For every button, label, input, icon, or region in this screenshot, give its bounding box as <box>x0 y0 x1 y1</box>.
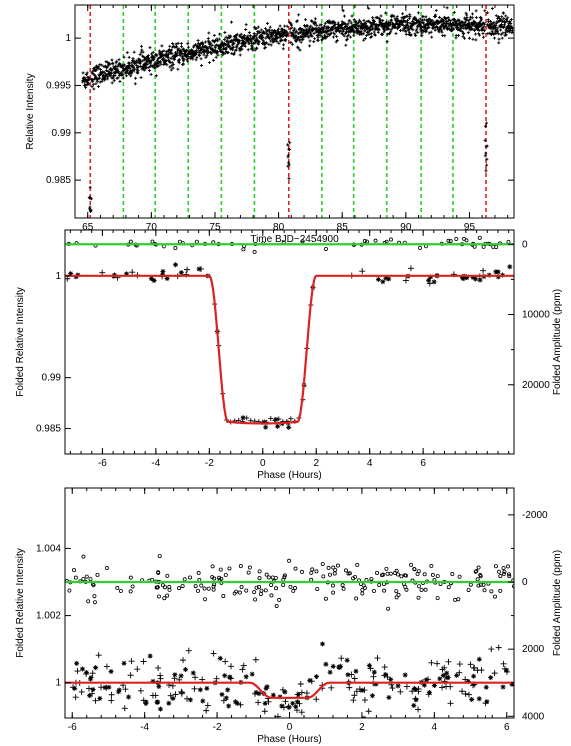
x-tick-label: 0 <box>260 458 266 469</box>
x-tick-label: 90 <box>400 222 412 233</box>
y2-axis-label: Folded Amplitude (ppm) <box>552 289 563 395</box>
y2-tick-label: 2000 <box>522 644 545 655</box>
plot-frame <box>64 229 515 455</box>
y-tick-label: 0.99 <box>42 373 62 384</box>
y2-tick-label: 0 <box>522 239 528 250</box>
x-tick-label: 85 <box>337 222 349 233</box>
x-tick-label: 6 <box>504 722 510 733</box>
x-axis-label: Time BJD−2454900 <box>250 234 339 245</box>
x-tick-label: 0 <box>287 722 293 733</box>
y2-tick-label: -2000 <box>522 510 548 521</box>
plot-area <box>65 554 514 718</box>
x-tick-label: 65 <box>82 222 94 233</box>
x-tick-label: -2 <box>213 722 222 733</box>
x-tick-label: -6 <box>98 458 107 469</box>
x-axis-label: Phase (Hours) <box>257 734 321 745</box>
y-tick-label: 1 <box>65 33 71 44</box>
y-tick-label: 1.004 <box>36 543 61 554</box>
x-tick-label: 4 <box>367 458 373 469</box>
y2-tick-label: 4000 <box>522 711 545 722</box>
x-tick-label: 80 <box>273 222 285 233</box>
panel-3: -6 -4 -2 0 2 4 6 1 1.002 1.004 Phase (Hours) Folded… <box>15 487 563 745</box>
plot-area <box>81 5 514 218</box>
x-tick-label: -4 <box>140 722 149 733</box>
x-tick-label: 70 <box>146 222 158 233</box>
y2-axis-label: Folded Amplitude (ppm) <box>552 550 563 656</box>
x-axis-label: Phase (Hours) <box>257 470 321 481</box>
x-tick-label: 95 <box>464 222 476 233</box>
y-tick-label: 0.995 <box>46 80 71 91</box>
x-tick-label: -6 <box>68 722 77 733</box>
panel-1: 65 70 75 80 85 90 95 0.985 0.99 0.995 1 Time BJD−24… <box>25 4 515 245</box>
y-tick-label: 0.985 <box>46 175 71 186</box>
y2-tick-label: 10000 <box>522 310 550 321</box>
y-axis-label: Relative Intensity <box>25 73 36 149</box>
y-tick-label: 1 <box>55 678 61 689</box>
x-tick-label: 2 <box>313 458 319 469</box>
x-tick-label: 75 <box>209 222 221 233</box>
y-tick-label: 0.99 <box>52 128 72 139</box>
y-axis-label: Folded Relative Intensity <box>15 287 26 397</box>
star-points <box>68 262 513 430</box>
plot-area <box>65 235 514 430</box>
y-tick-label: 1 <box>55 271 61 282</box>
y2-tick-label: 0 <box>522 577 528 588</box>
x-tick-label: -2 <box>205 458 214 469</box>
transit-model-line <box>65 681 514 699</box>
x-tick-label: 4 <box>432 722 438 733</box>
x-tick-label: 2 <box>359 722 365 733</box>
x-tick-label: 6 <box>420 458 426 469</box>
secondary-points <box>65 554 514 611</box>
y-tick-label: 0.985 <box>36 424 61 435</box>
plus-points <box>70 644 511 718</box>
plot-frame <box>74 4 515 219</box>
panel-2: -6 -4 -2 0 2 4 6 0.985 0.99 1 Phase (Hours) Folded … <box>15 229 563 481</box>
data-points <box>81 6 514 213</box>
y-axis-label: Folded Relative Intensity <box>15 548 26 658</box>
y-tick-label: 1.002 <box>36 611 61 622</box>
y2-tick-label: 20000 <box>522 380 550 391</box>
x-tick-label: -4 <box>151 458 160 469</box>
transit-model-line <box>65 274 514 425</box>
